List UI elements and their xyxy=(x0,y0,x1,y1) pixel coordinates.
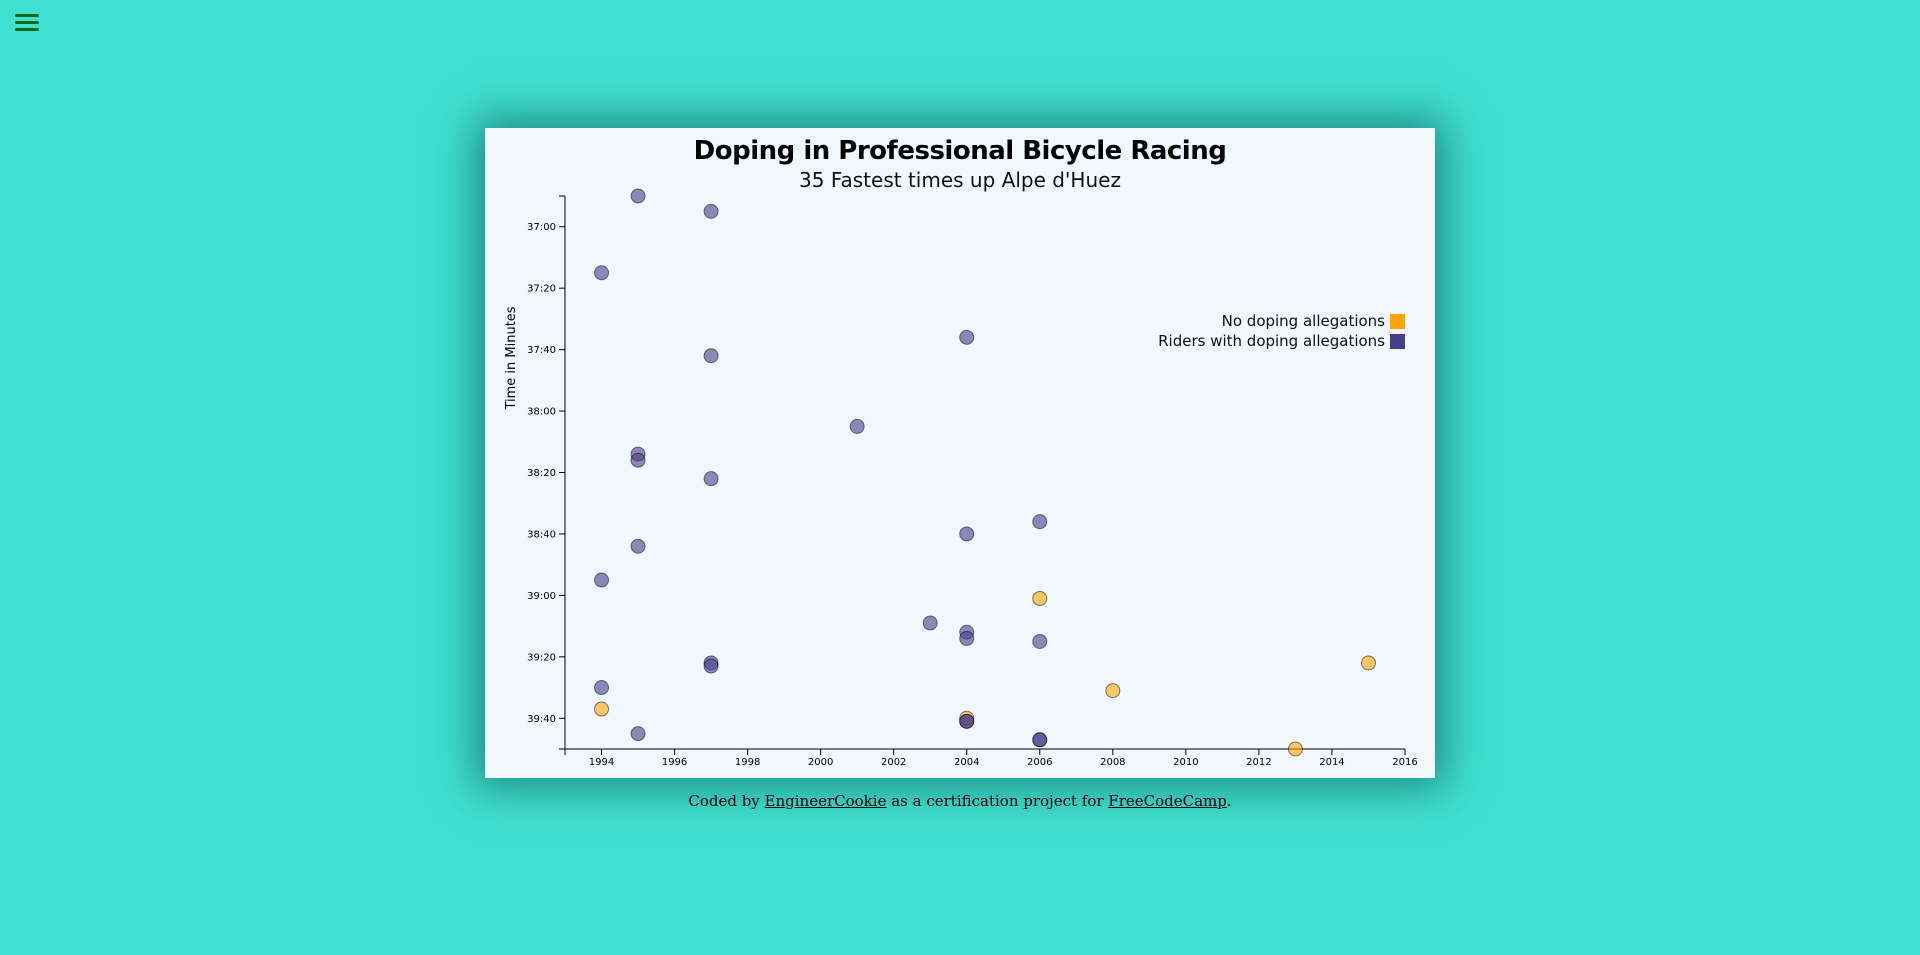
data-point xyxy=(630,538,646,554)
data-point xyxy=(1032,590,1048,606)
x-tick-label: 2012 xyxy=(1246,757,1271,768)
data-point xyxy=(1287,741,1303,757)
chart-subtitle: 35 Fastest times up Alpe d'Huez xyxy=(799,168,1121,192)
legend-label: No doping allegations xyxy=(1222,312,1386,330)
data-point xyxy=(594,572,610,588)
y-tick-label: 37:00 xyxy=(527,222,556,233)
data-point xyxy=(630,452,646,468)
author-link[interactable]: EngineerCookie xyxy=(764,792,887,810)
data-point xyxy=(1360,655,1376,671)
x-tick-label: 2008 xyxy=(1100,757,1125,768)
legend-label: Riders with doping allegations xyxy=(1158,332,1385,350)
data-point xyxy=(959,329,975,345)
x-tick-label: 1996 xyxy=(662,757,687,768)
x-tick-label: 1998 xyxy=(735,757,760,768)
data-point xyxy=(703,203,719,219)
chart-card: 1994 1996 1998 2000 2002 2004 2006 2008 2010 2012… xyxy=(485,128,1435,778)
data-point xyxy=(959,713,975,729)
data-point xyxy=(630,188,646,204)
y-tick-label: 38:20 xyxy=(527,468,556,479)
x-tick-label: 2004 xyxy=(954,757,979,768)
data-point xyxy=(1105,683,1121,699)
hamburger-menu-icon-bar xyxy=(15,21,39,24)
data-point xyxy=(1032,732,1048,748)
y-tick-label: 39:40 xyxy=(527,714,556,725)
data-point xyxy=(1032,633,1048,649)
y-tick-label: 39:00 xyxy=(527,591,556,602)
data-point xyxy=(703,348,719,364)
data-point xyxy=(1032,514,1048,530)
hamburger-menu-icon xyxy=(15,14,39,17)
x-tick-label: 1994 xyxy=(589,757,614,768)
data-point xyxy=(594,680,610,696)
data-point xyxy=(594,265,610,281)
data-point xyxy=(703,658,719,674)
data-point xyxy=(630,726,646,742)
data-point xyxy=(849,418,865,434)
footer-middle: as a certification project for xyxy=(886,792,1109,810)
data-point xyxy=(594,701,610,717)
footer-prefix: Coded by xyxy=(688,792,765,810)
footer-suffix: . xyxy=(1226,792,1232,810)
chart-title: Doping in Professional Bicycle Racing xyxy=(693,136,1227,166)
legend-swatch xyxy=(1390,314,1405,329)
footer: Coded by EngineerCookie as a certificati… xyxy=(0,792,1920,810)
data-point xyxy=(922,615,938,631)
y-tick-label: 38:00 xyxy=(527,407,556,418)
data-point xyxy=(959,630,975,646)
x-tick-label: 2016 xyxy=(1392,757,1417,768)
x-tick-label: 2014 xyxy=(1319,757,1344,768)
y-tick-label: 38:40 xyxy=(527,529,556,540)
y-tick-label: 39:20 xyxy=(527,652,556,663)
legend-swatch xyxy=(1390,334,1405,349)
y-tick-label: 37:40 xyxy=(527,345,556,356)
x-tick-label: 2010 xyxy=(1173,757,1198,768)
data-point xyxy=(959,526,975,542)
y-axis-title: Time in Minutes xyxy=(504,306,519,410)
x-tick-label: 2006 xyxy=(1027,757,1052,768)
scatter-chart: 1994 1996 1998 2000 2002 2004 2006 2008 2010 2012… xyxy=(504,188,1418,768)
data-point xyxy=(703,471,719,487)
hamburger-menu-icon-bar xyxy=(15,28,39,31)
freecodecamp-link[interactable]: FreeCodeCamp xyxy=(1108,792,1227,810)
y-tick-label: 37:20 xyxy=(527,284,556,295)
x-tick-label: 2000 xyxy=(808,757,833,768)
x-tick-label: 2002 xyxy=(881,757,906,768)
